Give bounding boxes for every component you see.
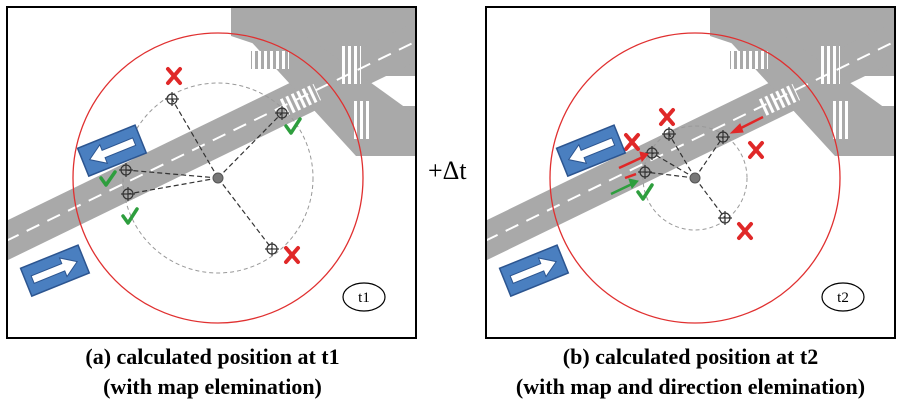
caption-b: (b) calculated position at t2 (with map … xyxy=(462,342,919,402)
candidate-links xyxy=(125,98,283,250)
direction-arrow-green xyxy=(610,178,639,196)
direction-arrow-red xyxy=(618,151,649,170)
panel-b-diagram: t2 xyxy=(485,6,896,339)
cross-icon xyxy=(748,141,764,159)
arrow-sign-icon xyxy=(76,124,148,178)
target-icon xyxy=(638,165,652,179)
candidate-circle xyxy=(122,82,314,274)
crosswalk xyxy=(351,101,371,139)
panel-frame xyxy=(6,6,417,339)
lane-line xyxy=(6,40,417,242)
panel-a-diagram: t1 xyxy=(6,6,417,339)
crosswalk xyxy=(820,46,840,84)
check-icon xyxy=(99,170,117,187)
cross-icon xyxy=(624,133,640,151)
check-icon xyxy=(636,183,654,201)
time-label: t1 xyxy=(358,290,370,306)
crosswalk xyxy=(757,83,801,117)
crosswalk xyxy=(830,101,850,139)
cross-icon xyxy=(166,67,182,85)
target-icon xyxy=(121,187,135,201)
caption-a: (a) calculated position at t1 (with map … xyxy=(0,342,425,402)
candidate-circle xyxy=(642,125,748,231)
target-icon xyxy=(265,242,279,256)
search-radius-circle xyxy=(72,32,364,324)
crosswalk xyxy=(341,46,361,84)
time-label: t2 xyxy=(837,290,849,306)
cross-icon xyxy=(659,108,675,126)
check-icon xyxy=(121,207,139,225)
target-icon xyxy=(119,163,133,177)
crosswalk xyxy=(278,83,322,117)
arrow-sign-icon xyxy=(19,244,91,298)
time-badge xyxy=(821,282,865,312)
time-badge xyxy=(342,282,386,312)
cross-icon xyxy=(737,222,753,240)
direction-arrow-red xyxy=(729,115,764,134)
caption-b-line2: (with map and direction elemination) xyxy=(515,374,866,399)
panel-frame xyxy=(485,6,896,339)
panel-b: t2 xyxy=(485,6,896,339)
target-icon xyxy=(716,130,730,144)
crosswalk xyxy=(730,51,768,69)
candidate-links xyxy=(644,133,726,219)
delta-t-label: +Δt xyxy=(428,156,467,185)
caption-b-line1: (b) calculated position at t2 xyxy=(562,344,819,369)
target-icon xyxy=(165,92,179,106)
arrow-sign-icon xyxy=(555,124,627,178)
target-icon xyxy=(718,211,732,225)
caption-a-line2: (with map elemination) xyxy=(103,374,322,399)
target-icon xyxy=(645,146,659,160)
calculated-position xyxy=(212,172,224,184)
caption-a-line1: (a) calculated position at t1 xyxy=(85,344,340,369)
target-icon xyxy=(275,106,289,120)
target-icon xyxy=(662,127,676,141)
direction-arrow-red xyxy=(624,172,637,180)
crosswalk xyxy=(251,51,289,69)
arrow-sign-icon xyxy=(498,244,570,298)
check-icon xyxy=(284,117,302,135)
calculated-position xyxy=(689,172,701,184)
panel-a: t1 xyxy=(6,6,417,339)
search-radius-circle xyxy=(549,32,841,324)
cross-icon xyxy=(284,246,300,264)
